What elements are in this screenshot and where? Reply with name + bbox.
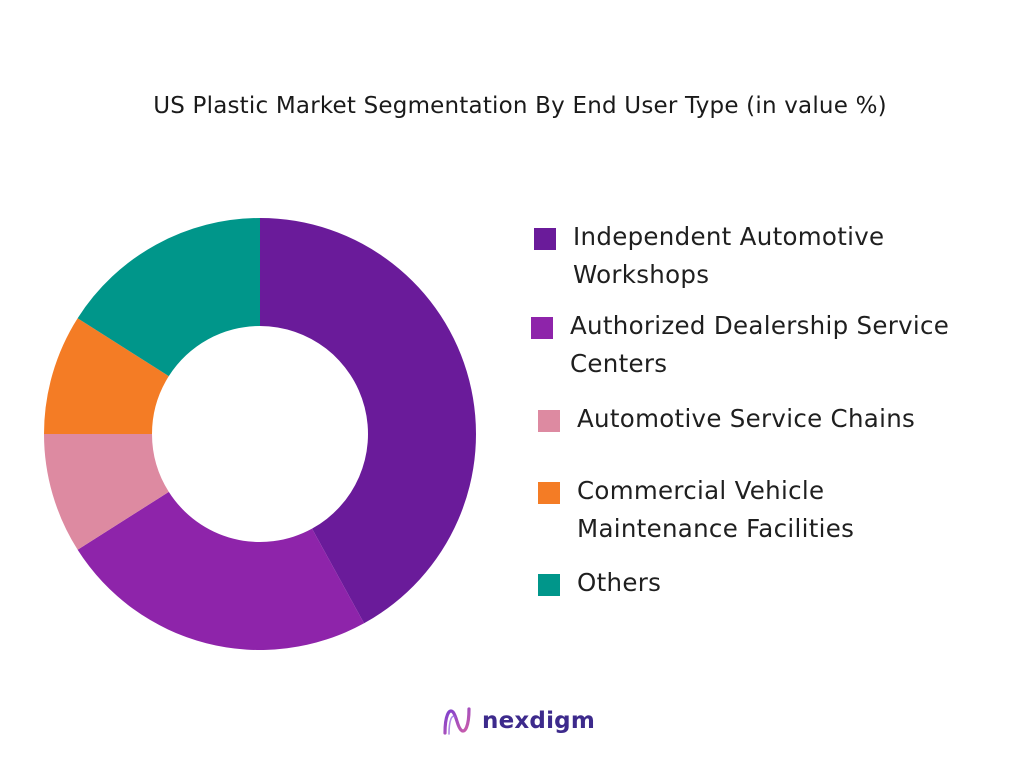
legend-item-independent-workshops: Independent Automotive Workshops <box>534 218 884 294</box>
legend-label-line: Authorized Dealership Service <box>570 311 950 340</box>
donut-slice-others <box>77 218 260 377</box>
legend-item-others: Others <box>538 564 661 602</box>
legend-label-line: Commercial Vehicle <box>577 476 825 505</box>
legend-label-line: Others <box>577 568 662 597</box>
donut-slices <box>44 218 477 650</box>
legend-label-line: Maintenance Facilities <box>577 514 855 543</box>
legend-swatch <box>531 317 553 339</box>
donut-slice-independent-automotive-workshops <box>260 218 477 624</box>
donut-slice-authorized-dealership-service-centers <box>77 491 365 650</box>
legend-swatch <box>534 228 556 250</box>
donut-chart <box>44 218 477 650</box>
legend-item-authorized-dealership: Authorized Dealership Service Centers <box>531 307 949 383</box>
legend-label-line: Workshops <box>573 260 710 289</box>
legend-label-line: Centers <box>570 349 668 378</box>
brand-logo: nexdigm <box>440 704 595 738</box>
legend-item-commercial-vehicle: Commercial Vehicle Maintenance Facilitie… <box>538 472 854 548</box>
nexdigm-logo-icon <box>443 707 471 735</box>
chart-title: US Plastic Market Segmentation By End Us… <box>153 93 887 119</box>
legend-label-line: Automotive Service Chains <box>577 404 916 433</box>
legend-swatch <box>538 410 560 432</box>
legend-label: Others <box>577 564 661 602</box>
legend-label: Authorized Dealership Service Centers <box>570 307 949 383</box>
legend-item-service-chains: Automotive Service Chains <box>538 400 915 438</box>
brand-name: nexdigm <box>482 708 595 734</box>
legend-label: Independent Automotive Workshops <box>573 218 884 294</box>
donut-slice-automotive-service-chains <box>44 434 169 550</box>
legend-label: Commercial Vehicle Maintenance Facilitie… <box>577 472 854 548</box>
legend-swatch <box>538 482 560 504</box>
legend-swatch <box>538 574 560 596</box>
legend-label-line: Independent Automotive <box>573 222 885 251</box>
donut-slice-commercial-vehicle-maintenance-facilities <box>44 318 169 434</box>
legend-label: Automotive Service Chains <box>577 400 915 438</box>
